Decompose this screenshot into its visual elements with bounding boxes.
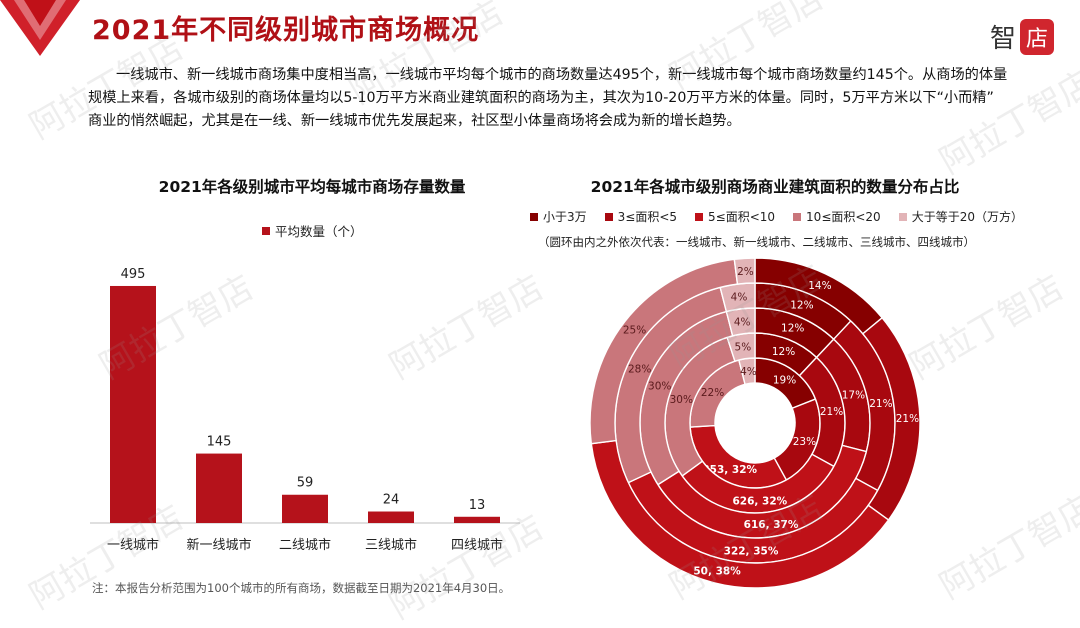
x-tick-label: 四线城市 — [451, 537, 503, 553]
donut-slice-label: 28% — [628, 364, 651, 376]
bar-value-label: 145 — [207, 435, 232, 450]
donut-slice-label: 12% — [781, 323, 804, 335]
donut-slice-label: 5% — [735, 341, 752, 353]
bar-value-label: 59 — [297, 476, 314, 491]
legend-swatch — [530, 212, 538, 221]
bar — [282, 494, 328, 523]
donut-slice-label: 4% — [734, 316, 751, 328]
donut-legend-item: 3≤面积<5 — [604, 208, 678, 225]
intro-paragraph: 一线城市、新一线城市商场集中度相当高，一线城市平均每个城市的商场数量达495个，… — [88, 64, 1008, 133]
donut-slice-label: 4% — [731, 292, 748, 304]
donut-slice-label: 14% — [808, 280, 831, 292]
brand-dian: 店 — [1019, 18, 1054, 55]
donut-legend-label: 大于等于20（万方） — [911, 210, 1023, 224]
donut-chart-title: 2021年各城市级别商场商业建筑面积的数量分布占比 — [590, 178, 960, 196]
x-tick-label: 二线城市 — [279, 537, 331, 553]
donut-slice-label: 22% — [701, 387, 724, 399]
donut-legend-item: 小于3万 — [530, 208, 587, 225]
bar-legend-label: 平均数量（个） — [275, 224, 363, 239]
donut-slice-label: 626, 32% — [733, 495, 788, 507]
donut-slice-label: 17% — [842, 389, 865, 401]
legend-swatch — [604, 212, 613, 221]
brand-zhi: 智 — [989, 24, 1016, 54]
donut-legend-label: 10≤面积<20 — [806, 210, 881, 224]
donut-slice-label: 21% — [896, 413, 919, 425]
bar — [110, 285, 156, 523]
donut-legend-item: 10≤面积<20 — [793, 208, 881, 225]
donut-slice-label: 30% — [670, 394, 693, 406]
x-tick-label: 一线城市 — [107, 537, 159, 553]
donut-slice-label: 50, 38% — [693, 566, 741, 578]
bar — [454, 516, 500, 523]
donut-slice-label: 4% — [740, 366, 757, 378]
legend-swatch — [898, 212, 907, 221]
legend-swatch — [262, 226, 270, 235]
bar-value-label: 495 — [121, 267, 146, 282]
page-title: 2021年不同级别城市商场概况 — [92, 15, 480, 46]
donut-legend-label: 小于3万 — [543, 210, 587, 224]
bar — [196, 453, 242, 523]
brand-logo: 智 店 — [990, 18, 1054, 55]
donut-slice-label: 12% — [772, 346, 795, 358]
bar-chart: 495 一线城市 145 新一线城市 59 二线城市 24 三线城市 13 四线城市 — [90, 267, 520, 553]
bar-chart-title: 2021年各级别城市平均每城市商场存量数量 — [158, 178, 466, 196]
watermark: 阿拉丁智店 — [903, 267, 1071, 388]
bar-value-label: 13 — [469, 498, 486, 513]
donut-slice-label: 23% — [793, 436, 816, 448]
donut-legend-label: 5≤面积<10 — [708, 210, 776, 224]
watermark: 阿拉丁智店 — [933, 487, 1080, 608]
donut-chart: 19% 23% 353, 32% 22% 4% 12% 21% 626, 32% 30% 5% 12… — [590, 258, 920, 588]
x-tick-label: 新一线城市 — [186, 537, 251, 553]
intro-text: 一线城市、新一线城市商场集中度相当高，一线城市平均每个城市的商场数量达495个，… — [88, 67, 1008, 129]
donut-legend-item: 5≤面积<10 — [695, 208, 775, 225]
bar — [368, 511, 414, 523]
donut-slice-label: 19% — [773, 375, 796, 387]
donut-slice-label: 12% — [790, 299, 813, 311]
legend-swatch — [793, 212, 802, 221]
donut-chart-legend: 小于3万 3≤面积<5 5≤面积<10 10≤面积<20 大于等于20（万方） — [530, 208, 1023, 225]
donut-slice-label: 30% — [648, 380, 671, 392]
donut-slice-label: 21% — [820, 406, 843, 418]
donut-legend-label: 3≤面积<5 — [617, 210, 678, 224]
donut-legend-note: （圆环由内之外依次代表：一线城市、新一线城市、二线城市、三线城市、四线城市） — [538, 235, 975, 249]
x-tick-label: 三线城市 — [365, 537, 417, 553]
donut-slice-label: 616, 37% — [744, 519, 799, 531]
donut-slice-label: 322, 35% — [724, 545, 779, 557]
bar-chart-legend: 平均数量（个） — [262, 221, 363, 240]
bar-value-label: 24 — [383, 493, 400, 508]
donut-slice-label: 2% — [737, 266, 754, 278]
footnote: 注：本报告分析范围为100个城市的所有商场，数据截至日期为2021年4月30日。 — [92, 581, 511, 595]
donut-slice-label: 21% — [869, 398, 892, 410]
donut-slice-label: 353, 32% — [702, 464, 757, 476]
legend-swatch — [695, 212, 704, 221]
donut-slice-label: 25% — [623, 325, 646, 337]
donut-slice — [733, 258, 756, 285]
donut-legend-item: 大于等于20（万方） — [898, 208, 1023, 225]
brand-triangle-logo — [0, 0, 80, 56]
